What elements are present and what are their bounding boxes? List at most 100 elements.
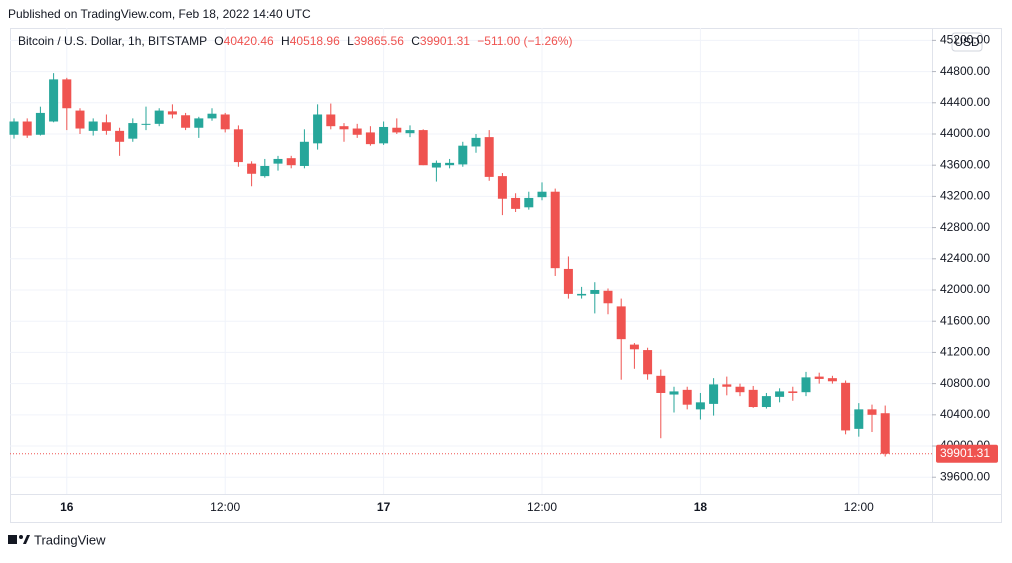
candle-body bbox=[748, 389, 758, 408]
candle-body bbox=[154, 110, 164, 124]
axes: 39600.0040000.0040400.0040800.0041200.00… bbox=[60, 33, 998, 514]
x-tick-label: 18 bbox=[694, 500, 708, 514]
ohlc-value: 40420.46 bbox=[224, 34, 274, 48]
y-tick-label: 40400.00 bbox=[940, 407, 990, 421]
candle-body bbox=[775, 391, 785, 397]
candle-body bbox=[814, 376, 824, 379]
candle-body bbox=[339, 126, 349, 130]
logo-mark bbox=[19, 535, 23, 539]
candle-body bbox=[233, 129, 243, 163]
candle-body bbox=[629, 344, 639, 350]
candle-body bbox=[603, 290, 613, 304]
candle-body bbox=[827, 378, 837, 382]
last-price-tag bbox=[936, 444, 998, 463]
candle-body bbox=[497, 176, 507, 199]
x-tick-label: 17 bbox=[377, 500, 391, 514]
x-tick-label: 12:00 bbox=[527, 500, 557, 514]
candle-body bbox=[35, 112, 45, 135]
candle-body bbox=[669, 391, 679, 395]
x-tick-label: 16 bbox=[60, 500, 74, 514]
legend: Bitcoin / U.S. Dollar, 1h, BITSTAMP O404… bbox=[18, 34, 572, 48]
candle-body bbox=[511, 197, 521, 209]
candles bbox=[9, 73, 932, 457]
candle-body bbox=[101, 122, 111, 131]
candle-body bbox=[49, 79, 59, 122]
candle-body bbox=[392, 127, 402, 133]
candle-body bbox=[247, 163, 257, 174]
candle-body bbox=[181, 115, 191, 128]
candle-body bbox=[695, 402, 705, 410]
candle-body bbox=[590, 290, 600, 294]
ohlc-value: 39865.56 bbox=[354, 34, 404, 48]
ohlc-value: 39901.31 bbox=[420, 34, 470, 48]
logo-mark bbox=[8, 535, 17, 544]
change: −511.00 (−1.26%) bbox=[477, 34, 572, 48]
candle-body bbox=[299, 141, 309, 166]
ohlc-value: 40518.96 bbox=[290, 34, 340, 48]
symbol-title: Bitcoin / U.S. Dollar, 1h, BITSTAMP bbox=[18, 34, 207, 48]
candle-body bbox=[616, 306, 626, 340]
candle-body bbox=[128, 123, 138, 139]
candle-body bbox=[326, 114, 336, 127]
x-tick-label: 12:00 bbox=[844, 500, 874, 514]
currency-label[interactable]: USD bbox=[954, 35, 980, 49]
grid bbox=[10, 28, 932, 494]
y-tick-label: 42000.00 bbox=[940, 282, 990, 296]
candle-body bbox=[88, 121, 98, 131]
ohlc-letter: H bbox=[281, 34, 290, 48]
y-tick-label: 45200.00 bbox=[940, 33, 990, 47]
y-tick-label: 41200.00 bbox=[940, 345, 990, 359]
x-tick-label: 12:00 bbox=[210, 500, 240, 514]
candle-body bbox=[867, 409, 877, 415]
candle-body bbox=[431, 162, 441, 168]
candle-body bbox=[379, 126, 389, 144]
candle-body bbox=[115, 130, 125, 142]
y-tick-label: 43200.00 bbox=[940, 189, 990, 203]
candle-body bbox=[656, 375, 666, 393]
candle-body bbox=[841, 382, 851, 431]
y-tick-label: 44400.00 bbox=[940, 95, 990, 109]
candle-body bbox=[418, 130, 428, 166]
logo-mark bbox=[23, 535, 30, 544]
y-tick-label: 39600.00 bbox=[940, 469, 990, 483]
candle-body bbox=[471, 137, 481, 147]
candle-body bbox=[365, 132, 375, 145]
candle-body bbox=[405, 130, 415, 134]
y-tick-label: 42400.00 bbox=[940, 251, 990, 265]
candle-body bbox=[22, 121, 32, 136]
chart-frame bbox=[10, 28, 1002, 523]
candle-body bbox=[286, 158, 296, 166]
y-tick-label: 40800.00 bbox=[940, 376, 990, 390]
candle-body bbox=[854, 409, 864, 429]
candle-body bbox=[550, 191, 560, 269]
candle-body bbox=[445, 162, 455, 166]
y-tick-label: 44000.00 bbox=[940, 126, 990, 140]
y-tick-label: 42800.00 bbox=[940, 220, 990, 234]
candle-body bbox=[313, 114, 323, 144]
candle-body bbox=[761, 396, 771, 408]
last-price-label: 39901.31 bbox=[940, 446, 990, 460]
ohlc-letter: C bbox=[411, 34, 420, 48]
candle-body bbox=[682, 389, 692, 405]
y-tick-label: 41600.00 bbox=[940, 313, 990, 327]
candle-body bbox=[141, 123, 151, 125]
candle-body bbox=[643, 350, 653, 375]
candle-body bbox=[577, 293, 587, 296]
candle-body bbox=[9, 121, 19, 135]
candle-body bbox=[537, 191, 547, 198]
footer-logo bbox=[8, 535, 30, 544]
ohlc-letter: L bbox=[347, 34, 354, 48]
currency-button[interactable] bbox=[951, 32, 983, 52]
candle-body bbox=[563, 268, 573, 294]
candle-body bbox=[75, 110, 85, 129]
candle-body bbox=[735, 386, 745, 393]
y-tick-label: 44800.00 bbox=[940, 64, 990, 78]
candle-body bbox=[722, 384, 732, 387]
candle-body bbox=[260, 165, 270, 177]
published-note: Published on TradingView.com, Feb 18, 20… bbox=[8, 7, 311, 21]
footer-brand: TradingView bbox=[34, 532, 106, 547]
candle-body bbox=[194, 118, 204, 128]
candle-body bbox=[167, 111, 177, 115]
candle-body bbox=[207, 113, 217, 119]
